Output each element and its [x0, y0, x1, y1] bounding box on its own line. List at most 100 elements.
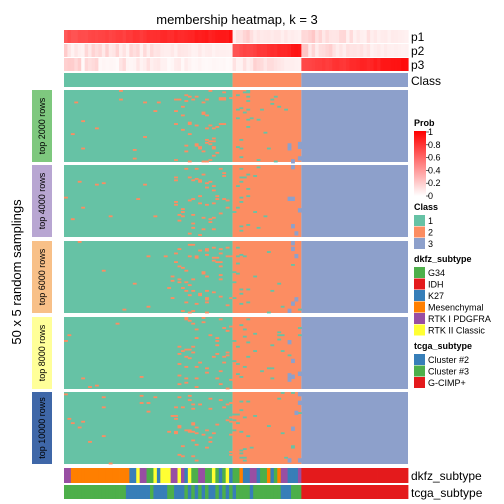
tcga-cell	[239, 485, 244, 499]
dkfz-cell	[352, 468, 357, 483]
noise-cell	[177, 453, 182, 456]
noise-cell	[132, 157, 137, 160]
noise-cell	[246, 224, 251, 226]
noise-cell	[297, 208, 302, 213]
dkfz-legend-swatch	[414, 267, 425, 278]
prob-cell	[170, 58, 175, 71]
prob-cell	[177, 44, 182, 57]
dkfz-cell	[108, 468, 113, 483]
class-block	[232, 241, 302, 313]
prob-cell	[132, 58, 137, 71]
dkfz-cell	[105, 468, 110, 483]
prob-cell	[280, 30, 285, 43]
prob-cell	[249, 44, 254, 57]
prob-cell	[150, 58, 155, 71]
prob-cell	[201, 58, 206, 71]
noise-cell	[222, 361, 227, 364]
noise-cell	[174, 406, 178, 409]
noise-cell	[242, 328, 247, 331]
noise-cell	[180, 287, 185, 289]
noise-cell	[208, 440, 213, 443]
noise-cell	[277, 105, 282, 108]
noise-cell	[191, 198, 196, 200]
prob-cell	[363, 30, 368, 43]
noise-cell	[263, 215, 268, 218]
prob-cell	[84, 44, 89, 57]
prob-cell	[370, 58, 375, 71]
dkfz-cell	[119, 468, 123, 483]
noise-cell	[180, 208, 185, 211]
prob-cell	[119, 58, 124, 71]
prob-cell	[143, 58, 148, 71]
prob-cell	[177, 30, 182, 43]
noise-cell	[177, 363, 182, 365]
dkfz-cell	[170, 468, 175, 483]
prob-cell	[67, 30, 72, 43]
noise-cell	[177, 219, 182, 222]
prob-cell	[160, 44, 165, 57]
noise-cell	[177, 281, 182, 284]
prob-row-label: p3	[411, 58, 425, 72]
tcga-cell	[311, 485, 316, 499]
prob-cell	[184, 30, 189, 43]
prob-cell	[387, 30, 392, 43]
noise-cell	[222, 198, 227, 200]
noise-cell	[287, 196, 292, 201]
noise-cell	[225, 354, 230, 357]
prob-cell	[346, 30, 351, 43]
noise-cell	[194, 255, 199, 258]
noise-cell	[194, 124, 199, 127]
tcga-cell	[163, 485, 168, 499]
dkfz-cell	[184, 468, 189, 483]
noise-cell	[177, 278, 182, 281]
prob-cell	[311, 58, 316, 71]
dkfz-cell	[129, 468, 134, 483]
prob-cell	[225, 30, 230, 43]
noise-cell	[187, 243, 192, 246]
noise-cell	[215, 337, 220, 339]
prob-cell	[325, 58, 330, 71]
noise-cell	[201, 272, 206, 275]
prob-cell	[401, 44, 406, 57]
tcga-cell	[401, 485, 405, 499]
tcga-cell	[129, 485, 134, 499]
prob-cell	[322, 44, 327, 57]
noise-cell	[194, 302, 199, 305]
noise-cell	[246, 118, 251, 121]
noise-cell	[184, 318, 189, 321]
noise-cell	[139, 402, 144, 404]
noise-cell	[277, 334, 282, 337]
noise-cell	[101, 269, 106, 272]
noise-cell	[191, 407, 196, 410]
noise-cell	[132, 282, 137, 285]
noise-cell	[249, 117, 254, 120]
prob-cell	[174, 58, 179, 71]
noise-cell	[77, 180, 82, 183]
tcga-cell	[208, 485, 213, 499]
prob-cell	[301, 44, 306, 57]
tcga-cell	[150, 485, 154, 499]
noise-cell	[81, 120, 86, 123]
noise-cell	[184, 150, 189, 153]
prob-cell	[363, 58, 368, 71]
noise-cell	[174, 415, 178, 417]
noise-cell	[297, 458, 302, 463]
dkfz-cell	[150, 468, 154, 483]
tcga-cell	[98, 485, 103, 499]
dkfz-cell	[64, 468, 68, 483]
tcga-cell	[373, 485, 378, 499]
prob-cell	[308, 58, 313, 71]
prob-cell	[208, 58, 213, 71]
noise-cell	[225, 246, 230, 249]
noise-cell	[291, 196, 295, 201]
prob-cell	[260, 58, 265, 71]
dkfz-cell	[77, 468, 82, 483]
prob-cell	[160, 30, 165, 43]
tcga-cell	[352, 485, 357, 499]
noise-cell	[294, 297, 299, 302]
noise-cell	[297, 400, 302, 405]
prob-cell	[239, 58, 244, 71]
dkfz-cell	[156, 468, 161, 483]
noise-cell	[253, 350, 258, 352]
tcga-cell	[74, 485, 79, 499]
